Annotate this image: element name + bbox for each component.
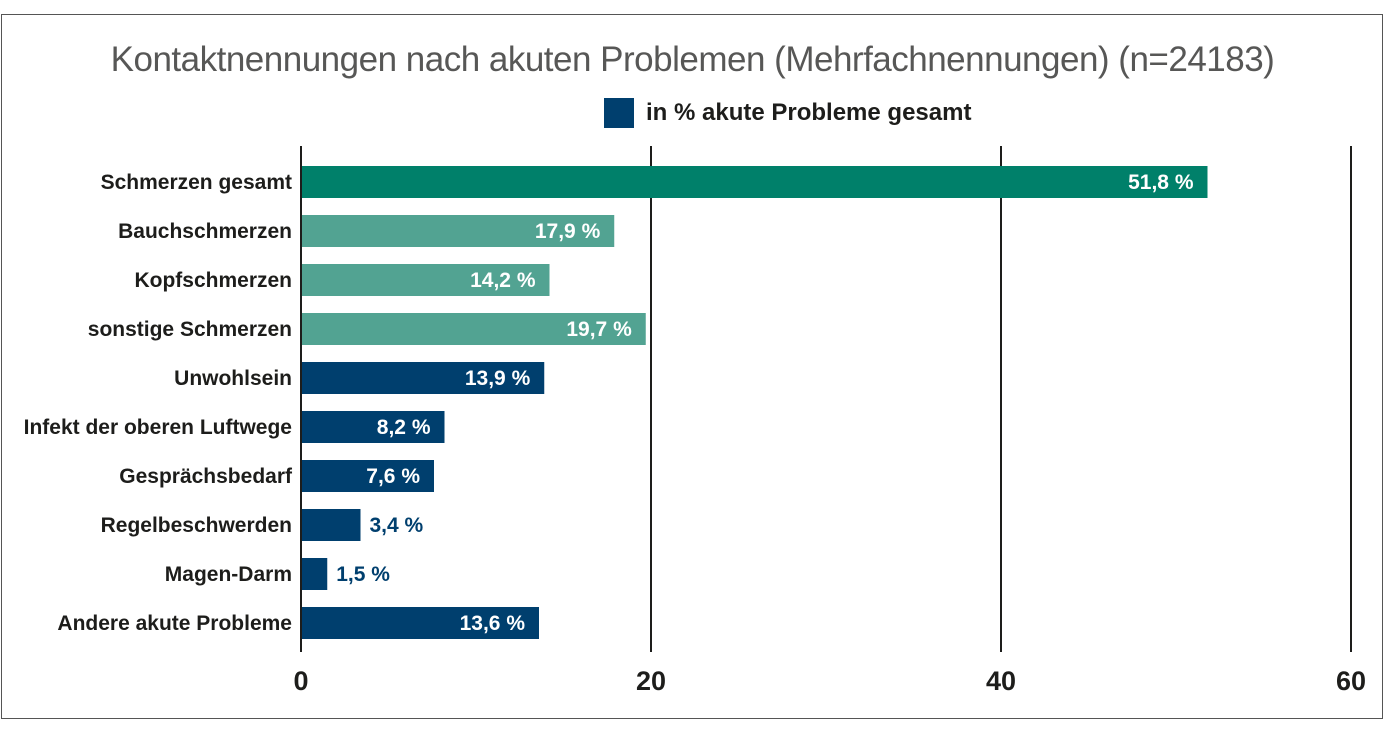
- category-label: Regelbeschwerden: [101, 514, 292, 537]
- legend-label: in % akute Probleme gesamt: [646, 99, 972, 126]
- x-tick-label: 40: [986, 666, 1016, 696]
- category-label: Kopfschmerzen: [134, 269, 292, 292]
- bar: [301, 313, 646, 345]
- bar: [301, 509, 361, 541]
- legend-swatch: [604, 98, 634, 128]
- value-label: 13,6 %: [460, 612, 526, 635]
- bar: [301, 607, 539, 639]
- bar: [301, 411, 445, 443]
- category-label: Bauchschmerzen: [118, 220, 292, 243]
- category-label: Andere akute Probleme: [57, 612, 292, 635]
- value-label: 1,5 %: [336, 563, 390, 586]
- value-label: 51,8 %: [1128, 171, 1194, 194]
- bar: [301, 460, 434, 492]
- x-tick-label: 60: [1336, 666, 1366, 696]
- value-label: 13,9 %: [465, 367, 531, 390]
- category-label: Unwohlsein: [174, 367, 292, 390]
- value-label: 3,4 %: [370, 514, 424, 537]
- legend: in % akute Probleme gesamt: [604, 97, 971, 129]
- category-label: Gesprächsbedarf: [119, 465, 293, 488]
- category-label: sonstige Schmerzen: [88, 318, 292, 341]
- x-tick-label: 20: [636, 666, 666, 696]
- x-tick-label: 0: [293, 666, 308, 696]
- category-label: Magen-Darm: [165, 563, 292, 586]
- value-label: 8,2 %: [377, 416, 431, 439]
- bar: [301, 362, 545, 394]
- chart-title: Kontaktnennungen nach akuten Problemen (…: [110, 40, 1275, 79]
- value-label: 19,7 %: [566, 318, 632, 341]
- value-label: 17,9 %: [535, 220, 601, 243]
- value-label: 14,2 %: [470, 269, 536, 292]
- bar: [301, 215, 615, 247]
- bar: [301, 166, 1208, 198]
- chart-frame: [1, 14, 1383, 719]
- bar: [301, 558, 328, 590]
- category-label: Infekt der oberen Luftwege: [24, 416, 292, 439]
- category-label: Schmerzen gesamt: [101, 171, 292, 194]
- value-label: 7,6 %: [366, 465, 420, 488]
- bar: [301, 264, 550, 296]
